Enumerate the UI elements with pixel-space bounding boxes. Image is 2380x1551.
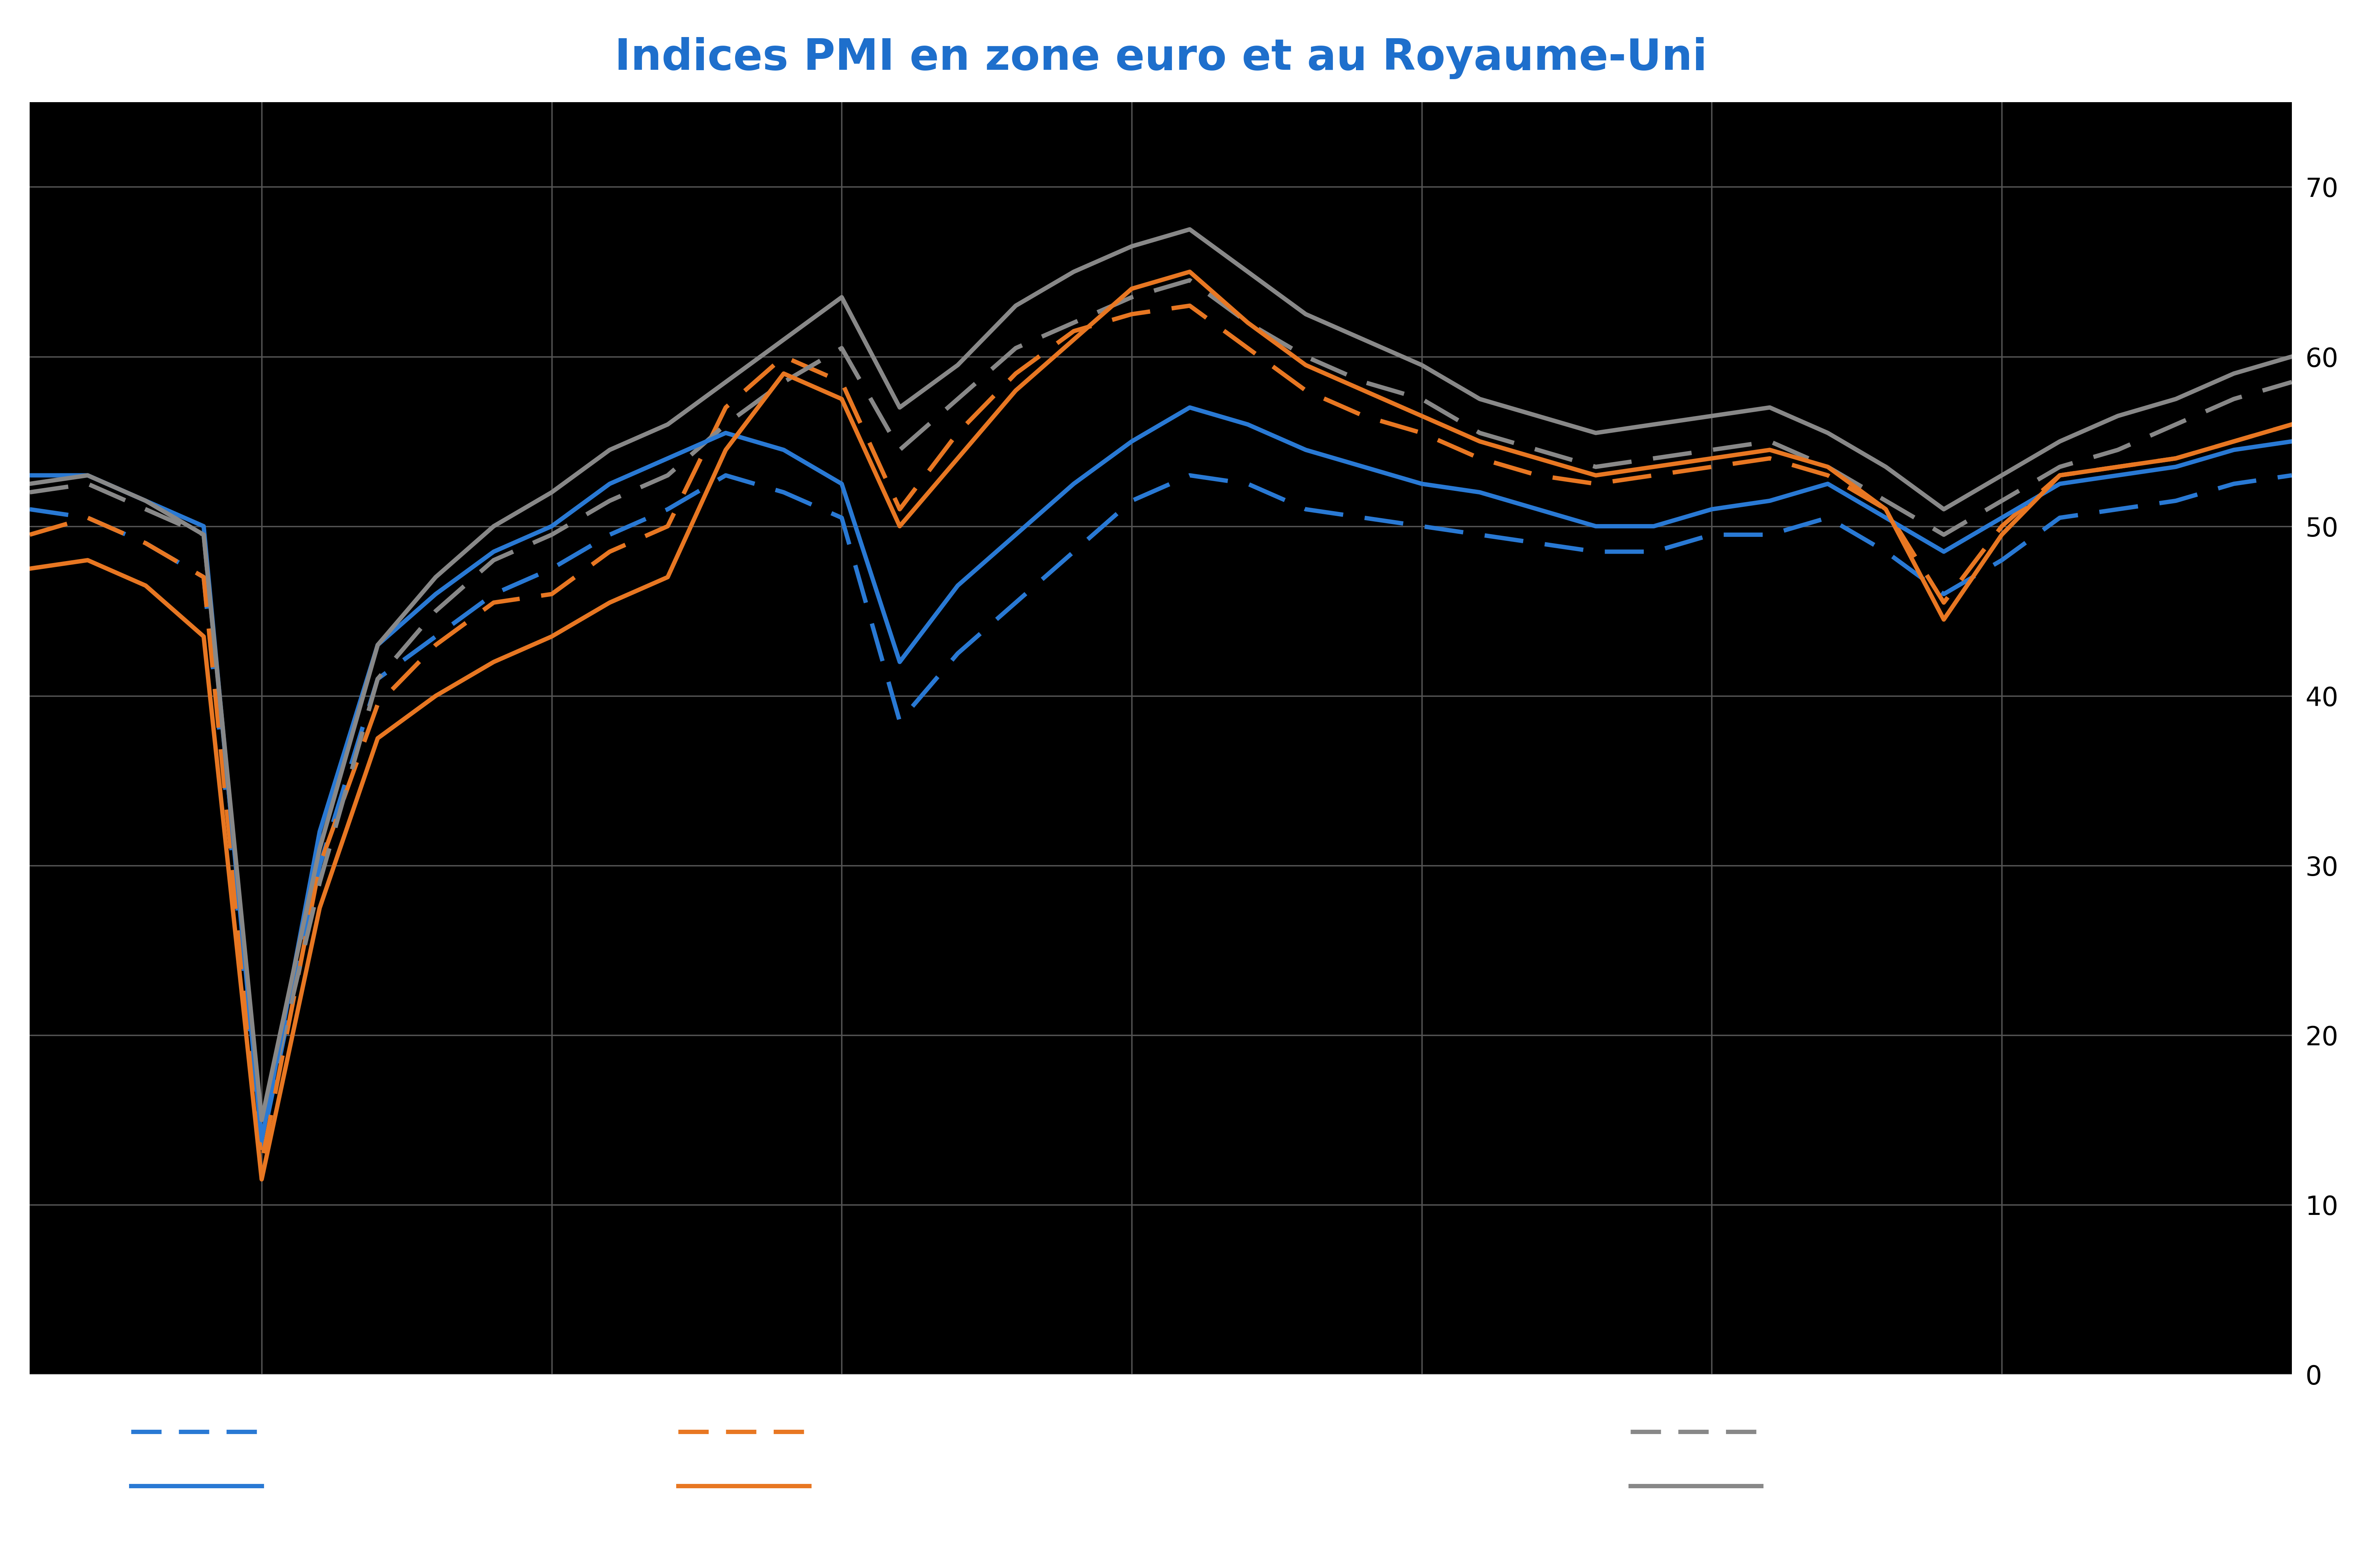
Title: Indices PMI en zone euro et au Royaume-Uni: Indices PMI en zone euro et au Royaume-U… (614, 37, 1706, 79)
